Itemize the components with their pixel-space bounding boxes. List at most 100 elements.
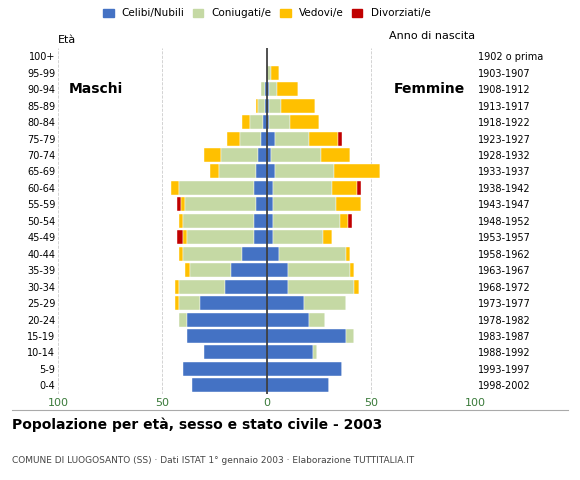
Bar	[267, 312, 309, 326]
Bar	[346, 329, 354, 343]
Bar	[267, 115, 269, 129]
Bar	[275, 165, 333, 179]
Bar	[267, 247, 280, 261]
Bar	[334, 165, 379, 179]
Bar	[332, 181, 357, 195]
Bar	[267, 230, 273, 244]
Bar	[267, 263, 288, 277]
Bar	[187, 329, 267, 343]
Bar	[183, 214, 254, 228]
Text: Popolazione per età, sesso e stato civile - 2003: Popolazione per età, sesso e stato civil…	[12, 418, 382, 432]
Bar	[179, 214, 183, 228]
Bar	[273, 230, 323, 244]
Text: COMUNE DI LUOGOSANTO (SS) · Dati ISTAT 1° gennaio 2003 · Elaborazione TUTTITALIA: COMUNE DI LUOGOSANTO (SS) · Dati ISTAT 1…	[12, 456, 414, 465]
Bar	[190, 263, 231, 277]
Bar	[227, 132, 240, 145]
Bar	[264, 82, 267, 96]
Bar	[271, 66, 280, 80]
Bar	[267, 98, 269, 113]
Text: Maschi: Maschi	[68, 82, 123, 96]
Bar	[256, 98, 259, 113]
Bar	[200, 296, 267, 310]
Bar	[250, 115, 263, 129]
Bar	[242, 115, 250, 129]
Bar	[186, 197, 256, 211]
Text: Età: Età	[58, 35, 76, 45]
Legend: Celibi/Nubili, Coniugati/e, Vedovi/e, Divorziati/e: Celibi/Nubili, Coniugati/e, Vedovi/e, Di…	[103, 8, 430, 18]
Bar	[254, 214, 267, 228]
Bar	[259, 148, 267, 162]
Bar	[177, 197, 181, 211]
Bar	[183, 247, 242, 261]
Bar	[267, 148, 271, 162]
Bar	[273, 197, 336, 211]
Bar	[280, 247, 346, 261]
Bar	[336, 197, 361, 211]
Bar	[267, 214, 273, 228]
Bar	[273, 181, 332, 195]
Bar	[256, 165, 267, 179]
Bar	[288, 280, 354, 294]
Bar	[269, 115, 290, 129]
Bar	[183, 230, 187, 244]
Bar	[219, 165, 256, 179]
Bar	[179, 296, 200, 310]
Bar	[179, 312, 187, 326]
Bar	[191, 378, 267, 392]
Bar	[267, 362, 342, 376]
Bar	[267, 66, 271, 80]
Bar	[267, 82, 269, 96]
Bar	[263, 115, 267, 129]
Bar	[267, 296, 304, 310]
Bar	[350, 263, 354, 277]
Bar	[309, 132, 338, 145]
Bar	[256, 197, 267, 211]
Bar	[267, 329, 346, 343]
Bar	[267, 280, 288, 294]
Bar	[183, 362, 267, 376]
Text: Femmine: Femmine	[394, 82, 465, 96]
Bar	[304, 296, 346, 310]
Bar	[275, 132, 309, 145]
Bar	[267, 378, 329, 392]
Bar	[187, 312, 267, 326]
Bar	[211, 165, 219, 179]
Bar	[288, 263, 350, 277]
Bar	[179, 181, 254, 195]
Bar	[309, 312, 325, 326]
Bar	[269, 82, 277, 96]
Bar	[187, 230, 254, 244]
Bar	[254, 181, 267, 195]
Bar	[354, 280, 358, 294]
Bar	[267, 132, 275, 145]
Bar	[204, 148, 221, 162]
Bar	[204, 346, 267, 360]
Bar	[290, 115, 319, 129]
Bar	[267, 197, 273, 211]
Bar	[323, 230, 332, 244]
Bar	[313, 346, 317, 360]
Bar	[348, 214, 353, 228]
Bar	[267, 165, 275, 179]
Bar	[264, 98, 267, 113]
Bar	[260, 82, 264, 96]
Bar	[231, 263, 267, 277]
Bar	[267, 181, 273, 195]
Bar	[179, 247, 183, 261]
Bar	[273, 214, 340, 228]
Bar	[175, 296, 179, 310]
Bar	[186, 263, 190, 277]
Bar	[254, 230, 267, 244]
Bar	[175, 280, 179, 294]
Bar	[221, 148, 259, 162]
Bar	[259, 98, 264, 113]
Bar	[281, 98, 315, 113]
Bar	[179, 280, 225, 294]
Bar	[242, 247, 267, 261]
Bar	[177, 230, 183, 244]
Bar	[181, 197, 186, 211]
Bar	[225, 280, 267, 294]
Bar	[340, 214, 348, 228]
Bar	[171, 181, 179, 195]
Bar	[346, 247, 350, 261]
